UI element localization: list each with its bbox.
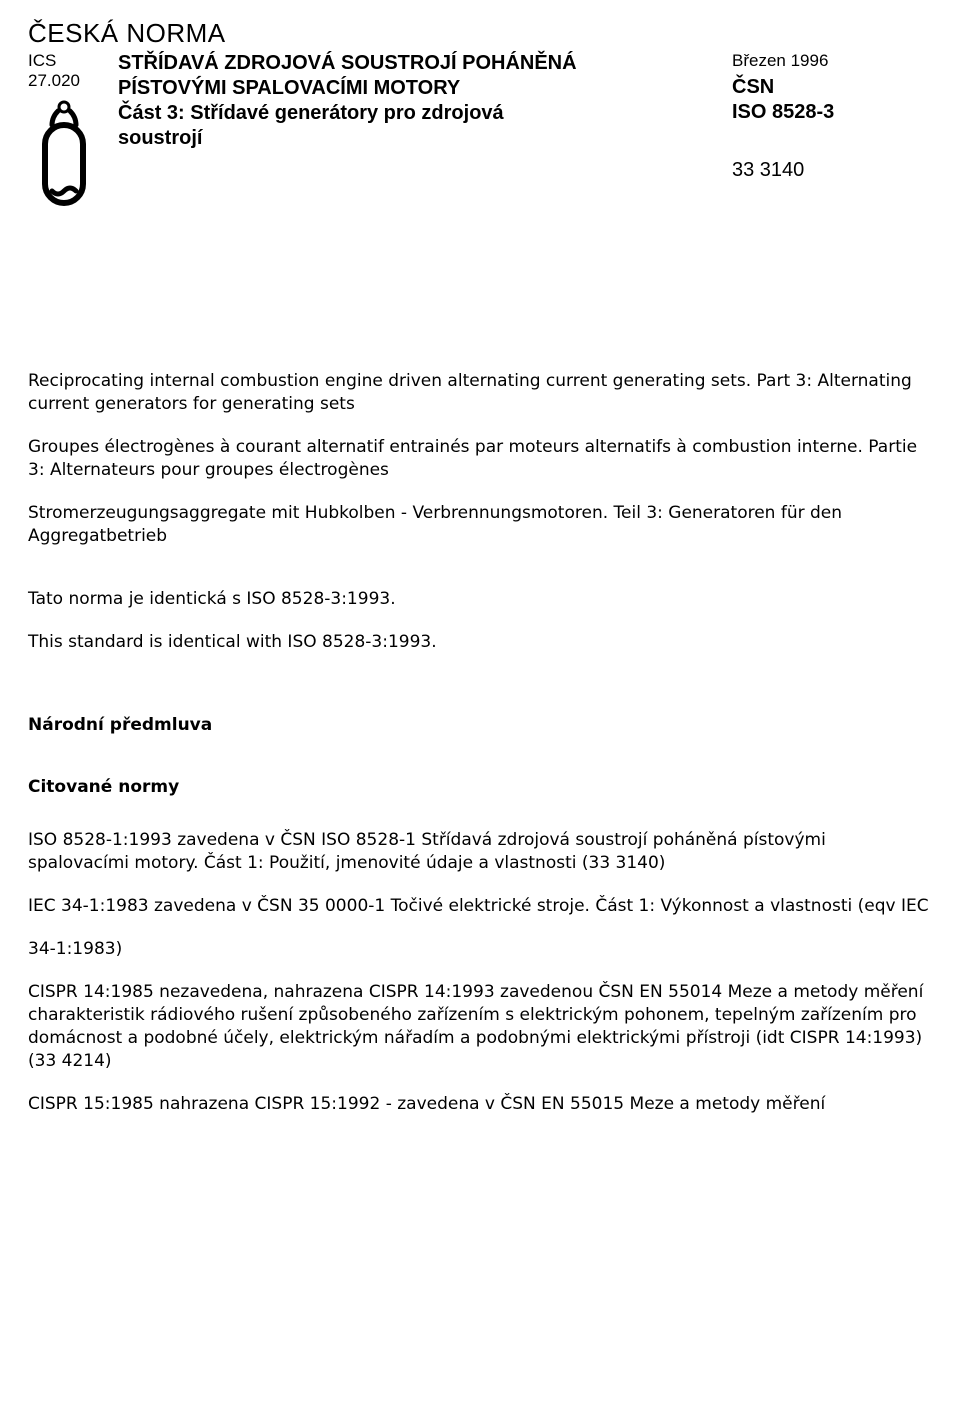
identity-en: This standard is identical with ISO 8528… bbox=[28, 631, 932, 654]
doc-code-csn: ČSN bbox=[732, 75, 932, 100]
norm-heading: ČESKÁ NORMA bbox=[28, 18, 932, 49]
logo-cell bbox=[28, 95, 108, 220]
title-line-3: Část 3: Střídavé generátory pro zdrojová bbox=[118, 101, 722, 126]
title-line-1: STŘÍDAVÁ ZDROJOVÁ SOUSTROJÍ POHÁNĚNÁ bbox=[118, 51, 722, 76]
header-right-block: Březen 1996 ČSN ISO 8528-3 33 3140 bbox=[732, 51, 932, 182]
cited-para-3: CISPR 14:1985 nezavedena, nahrazena CISP… bbox=[28, 981, 932, 1073]
national-foreword-heading: Národní předmluva bbox=[28, 714, 932, 737]
header-left-col: ICS 27.020 bbox=[28, 51, 108, 220]
issue-date: Březen 1996 bbox=[732, 51, 932, 71]
title-block: STŘÍDAVÁ ZDROJOVÁ SOUSTROJÍ POHÁNĚNÁ PÍS… bbox=[118, 51, 722, 151]
cited-para-4: CISPR 15:1985 nahrazena CISPR 15:1992 - … bbox=[28, 1093, 932, 1116]
translation-en: Reciprocating internal combustion engine… bbox=[28, 370, 932, 416]
ics-code: ICS 27.020 bbox=[28, 51, 108, 91]
cited-para-2b: 34-1:1983) bbox=[28, 938, 932, 961]
body: Reciprocating internal combustion engine… bbox=[28, 370, 932, 1116]
cited-para-1: ISO 8528-1:1993 zavedena v ČSN ISO 8528-… bbox=[28, 829, 932, 875]
translation-de: Stromerzeugungsaggregate mit Hubkolben -… bbox=[28, 502, 932, 548]
identity-cz: Tato norma je identická s ISO 8528-3:199… bbox=[28, 588, 932, 611]
classification-code: 33 3140 bbox=[732, 159, 932, 182]
title-line-4: soustrojí bbox=[118, 126, 722, 151]
title-line-2: PÍSTOVÝMI SPALOVACÍMI MOTORY bbox=[118, 76, 722, 101]
page: ČESKÁ NORMA ICS 27.020 STŘÍDAVÁ ZDROJOVÁ… bbox=[0, 0, 960, 1402]
cited-para-2a: IEC 34-1:1983 zavedena v ČSN 35 0000-1 T… bbox=[28, 895, 932, 918]
doc-code-iso: ISO 8528-3 bbox=[732, 100, 932, 125]
header-grid: ICS 27.020 STŘÍDAVÁ ZDROJOVÁ SOUSTROJÍ P… bbox=[28, 51, 932, 220]
cited-standards-heading: Citované normy bbox=[28, 776, 932, 799]
translation-fr: Groupes électrogènes à courant alternati… bbox=[28, 436, 932, 482]
csn-logo-icon bbox=[28, 95, 100, 215]
